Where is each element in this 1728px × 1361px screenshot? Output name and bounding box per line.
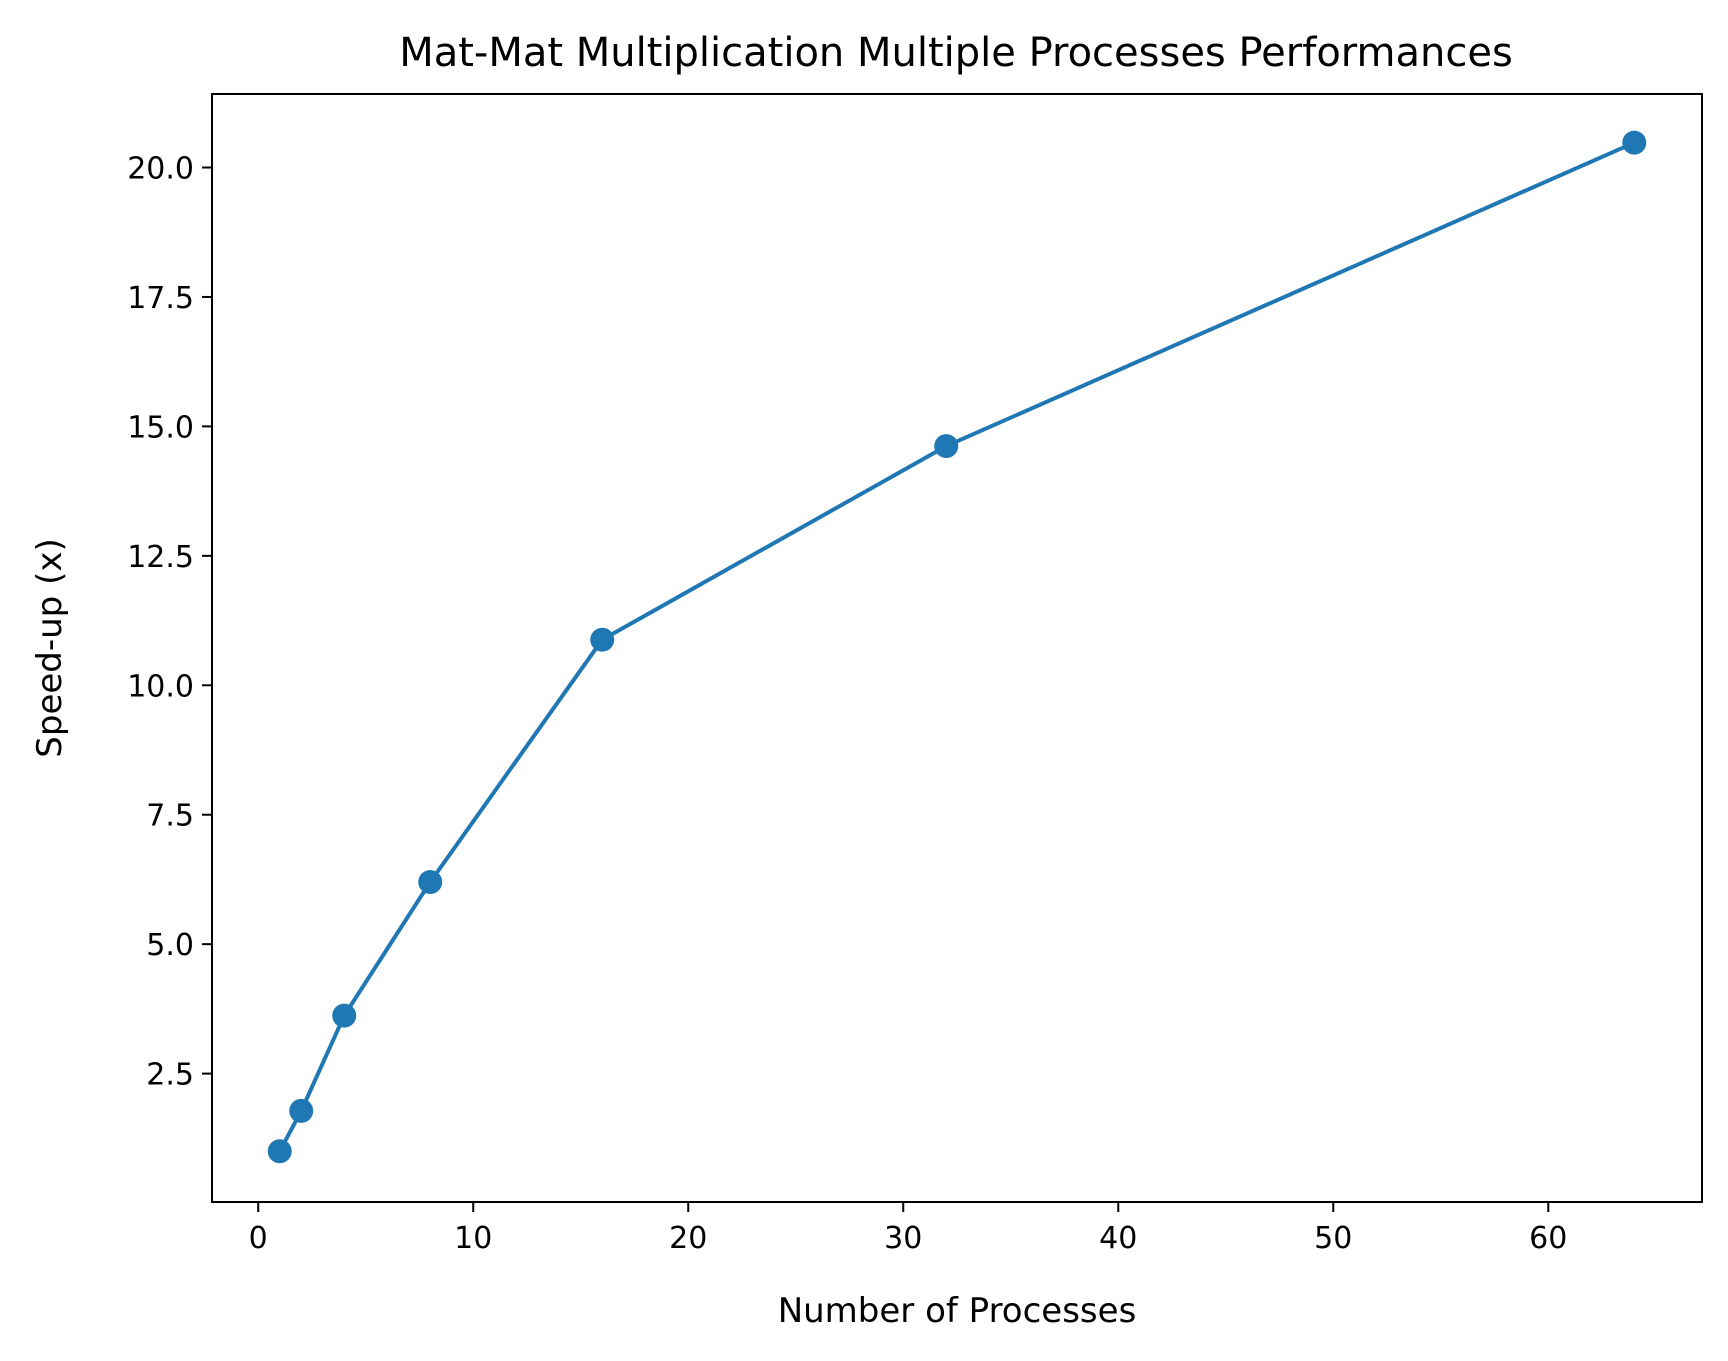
y-tick-label: 7.5 xyxy=(146,799,194,834)
y-axis: 2.5 5.0 7.5 10.0 12.5 15.0 17.5 20.0 xyxy=(127,152,212,1093)
x-tick-label: 0 xyxy=(249,1221,268,1256)
x-tick-label: 30 xyxy=(884,1221,922,1256)
x-tick-label: 50 xyxy=(1314,1221,1352,1256)
x-axis: 0 10 20 30 40 50 60 xyxy=(249,1202,1567,1256)
x-tick-label: 20 xyxy=(669,1221,707,1256)
data-point xyxy=(267,1139,292,1164)
plot-frame xyxy=(211,93,1703,1203)
x-tick-label: 60 xyxy=(1529,1221,1567,1256)
data-point xyxy=(332,1003,357,1028)
plot-area xyxy=(267,130,1647,1164)
x-tick-label: 10 xyxy=(454,1221,492,1256)
y-tick-label: 20.0 xyxy=(127,152,194,187)
y-tick-label: 2.5 xyxy=(146,1058,194,1093)
y-axis-label: Speed-up (x) xyxy=(30,538,70,757)
data-point xyxy=(1622,130,1647,155)
data-point xyxy=(418,870,443,895)
data-point xyxy=(289,1098,314,1123)
data-point xyxy=(934,434,959,459)
y-tick-label: 10.0 xyxy=(127,669,194,704)
y-tick-label: 17.5 xyxy=(127,281,194,316)
x-tick-label: 40 xyxy=(1099,1221,1137,1256)
y-tick-label: 12.5 xyxy=(127,540,194,575)
chart-title: Mat-Mat Multiplication Multiple Processe… xyxy=(399,30,1513,76)
y-tick-label: 15.0 xyxy=(127,410,194,445)
y-tick-label: 5.0 xyxy=(146,928,194,963)
x-axis-label: Number of Processes xyxy=(778,1291,1137,1331)
data-point xyxy=(590,627,615,652)
